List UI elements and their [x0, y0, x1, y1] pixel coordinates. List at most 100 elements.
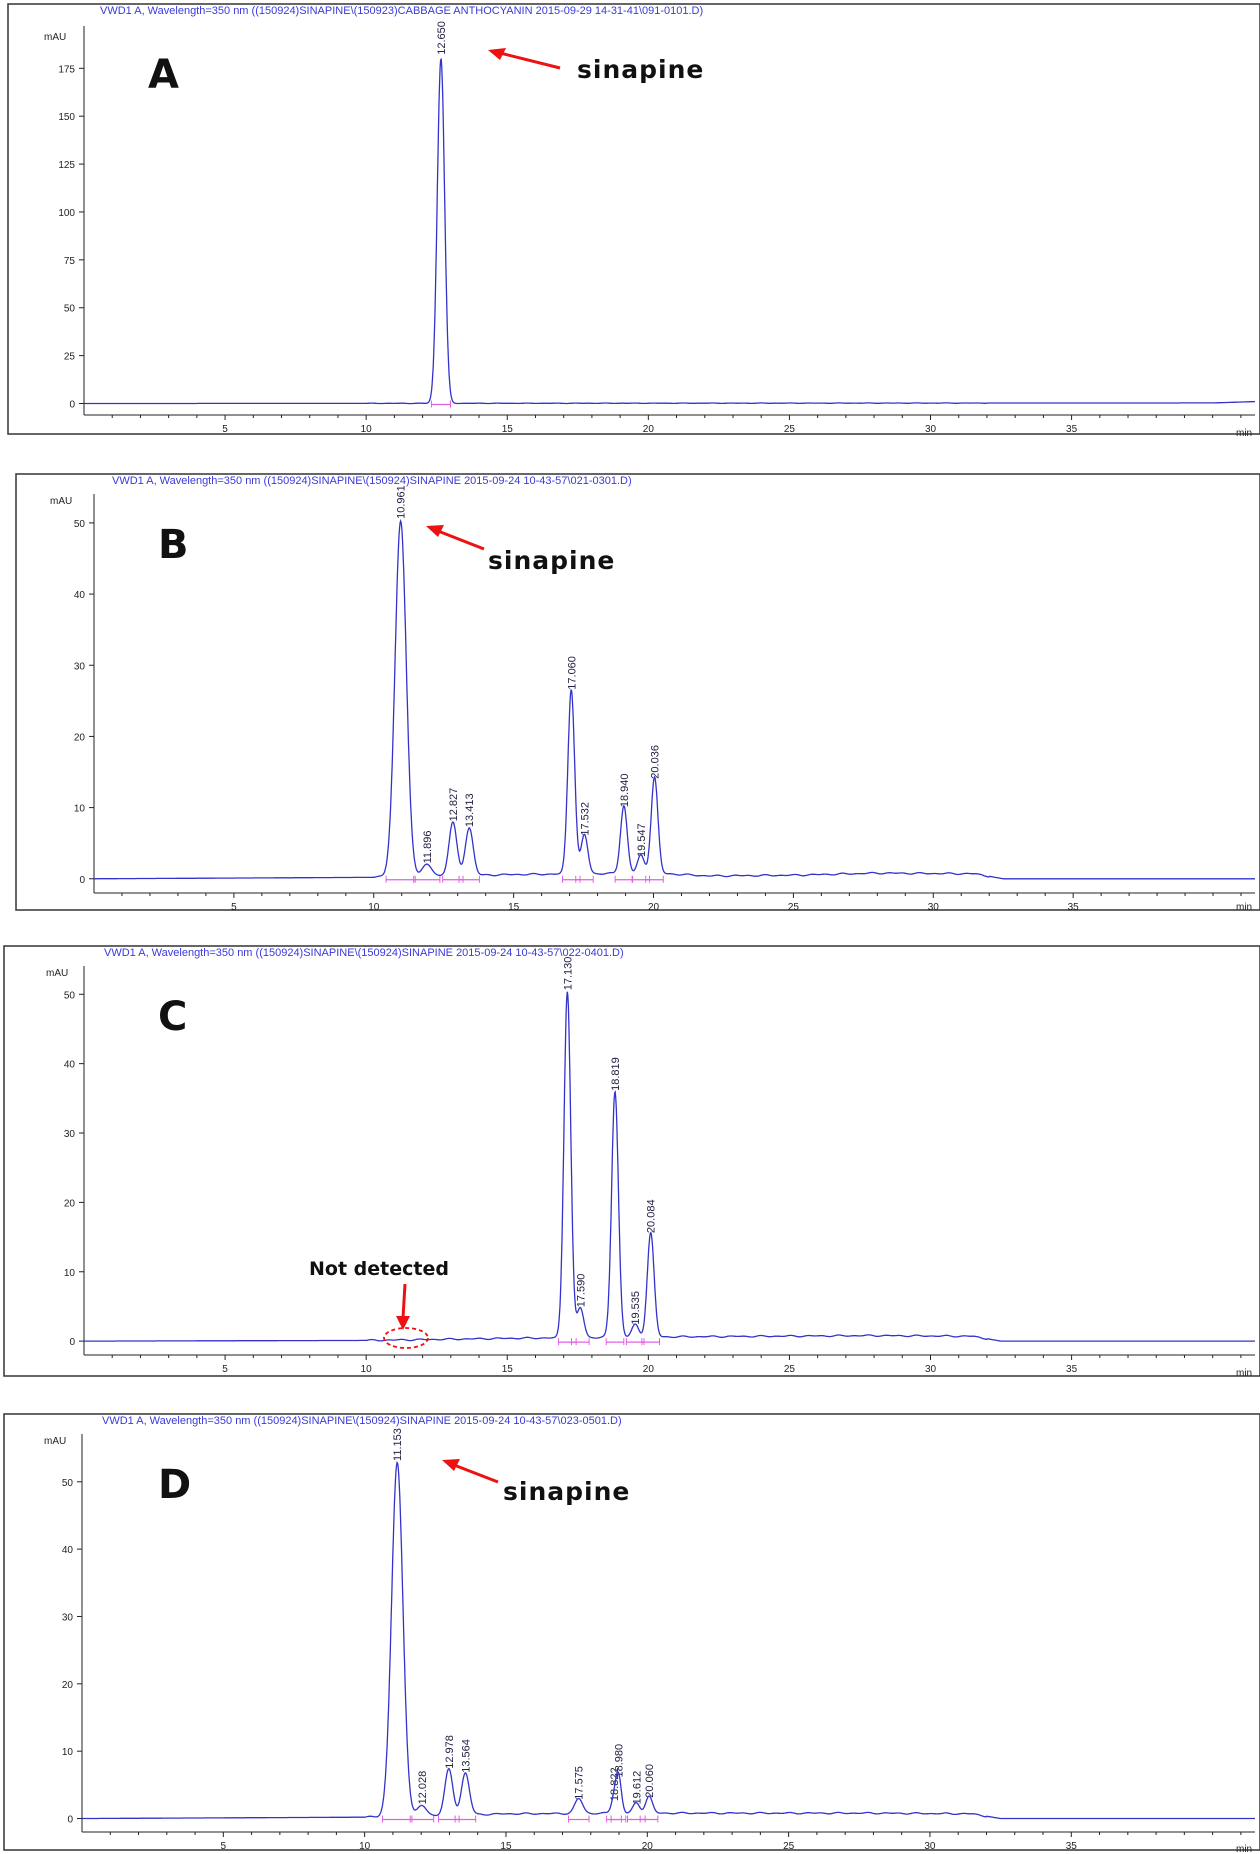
panel-letter: C: [158, 994, 187, 1040]
arrow-head: [488, 48, 506, 60]
chromatogram-b-plot: VWD1 A, Wavelength=350 nm ((150924)SINAP…: [15, 473, 1260, 913]
peak-rt-label: 17.060: [566, 656, 578, 690]
x-tick-label: 35: [1066, 1364, 1078, 1375]
peak-rt-label: 12.028: [417, 1771, 429, 1805]
x-tick-label: 25: [783, 1841, 795, 1852]
axes-group: 0 10 20 30 40 50 5 10 15 20 25 30 35: [64, 966, 1255, 1375]
x-tick-label: 35: [1068, 902, 1080, 913]
y-tick-label: 10: [62, 1747, 74, 1758]
peak-label-group: 17.130 17.590 18.819 19.535 20.084: [562, 957, 657, 1325]
not-detected-circle: [383, 1327, 429, 1349]
peak-rt-label: 18.819: [610, 1057, 622, 1091]
peak-rt-label: 12.827: [448, 788, 460, 822]
arrow-head: [442, 1459, 460, 1471]
y-tick-label: 30: [74, 661, 86, 672]
y-tick-label: 0: [79, 875, 85, 886]
arrow-shaft: [401, 1283, 407, 1319]
chromatogram-a-plot: VWD1 A, Wavelength=350 nm ((150924)SINAP…: [7, 3, 1260, 439]
y-tick-label: 0: [69, 1337, 75, 1348]
y-tick-label: 10: [74, 804, 86, 815]
chromatogram-header: VWD1 A, Wavelength=350 nm ((150924)SINAP…: [100, 5, 703, 17]
x-tick-label: 10: [368, 902, 380, 913]
sinapine-label: sinapine: [503, 1477, 630, 1506]
x-tick-label: 5: [222, 424, 228, 435]
chromatogram-panel-b: VWD1 A, Wavelength=350 nm ((150924)SINAP…: [0, 468, 1260, 918]
panel-letter: B: [158, 522, 189, 568]
chromatogram-d-plot: VWD1 A, Wavelength=350 nm ((150924)SINAP…: [3, 1413, 1260, 1854]
chromatogram-panel-c: VWD1 A, Wavelength=350 nm ((150924)SINAP…: [0, 940, 1260, 1380]
x-tick-label: 10: [361, 424, 373, 435]
peak-rt-label: 19.547: [636, 823, 648, 857]
chromatogram-trace: [94, 518, 1255, 880]
y-tick-label: 20: [74, 732, 86, 743]
sinapine-annotation: sinapine: [442, 1459, 630, 1506]
y-tick-label: 20: [62, 1680, 74, 1691]
peak-rt-label: 11.896: [422, 831, 434, 864]
x-tick-label: 15: [508, 902, 520, 913]
y-tick-label: 50: [64, 990, 76, 1001]
axes-group: 0 10 20 30 40 50 5 10 15 20 25 30 35: [74, 494, 1255, 913]
y-tick-label: 125: [58, 160, 75, 171]
chromatogram-header: VWD1 A, Wavelength=350 nm ((150924)SINAP…: [112, 475, 632, 487]
not-detected-label: Not detected: [309, 1258, 449, 1280]
chromatogram-header: VWD1 A, Wavelength=350 nm ((150924)SINAP…: [104, 947, 624, 959]
y-tick-label: 50: [64, 304, 76, 315]
x-tick-label: 10: [359, 1841, 371, 1852]
peak-rt-label: 20.084: [646, 1199, 658, 1233]
peak-rt-label: 19.535: [630, 1291, 642, 1325]
peak-rt-label: 19.612: [631, 1771, 643, 1805]
x-tick-label: 20: [642, 1841, 654, 1852]
x-tick-label: 5: [221, 1841, 227, 1852]
x-tick-label: 25: [788, 902, 800, 913]
y-tick-label: 40: [64, 1060, 76, 1071]
x-tick-label: 35: [1066, 1841, 1078, 1852]
panel-frame: [3, 945, 1260, 1377]
y-tick-label: 100: [58, 208, 75, 219]
y-tick-label: 40: [74, 590, 86, 601]
y-tick-label: 40: [62, 1545, 74, 1556]
peak-rt-label: 17.575: [574, 1766, 586, 1800]
arrow-shaft: [499, 51, 561, 70]
peak-rt-label: 18.940: [619, 773, 631, 807]
x-tick-label: 15: [502, 424, 514, 435]
y-axis-unit: mAU: [50, 496, 72, 507]
arrow-head: [426, 525, 444, 537]
y-tick-label: 50: [74, 519, 86, 530]
x-tick-label: 5: [222, 1364, 228, 1375]
arrow-head: [396, 1316, 410, 1330]
x-axis-unit: min: [1236, 902, 1252, 913]
y-tick-label: 150: [58, 112, 75, 123]
x-axis-unit: min: [1236, 1368, 1252, 1379]
x-tick-label: 30: [924, 1841, 936, 1852]
x-tick-label: 15: [500, 1841, 512, 1852]
sinapine-label: sinapine: [488, 546, 615, 575]
y-tick-label: 20: [64, 1198, 76, 1209]
x-axis-unit: min: [1236, 428, 1252, 439]
x-tick-label: 20: [648, 902, 660, 913]
y-axis-unit: mAU: [44, 32, 66, 43]
chromatogram-panel-a: VWD1 A, Wavelength=350 nm ((150924)SINAP…: [0, 0, 1260, 440]
arrow-shaft: [453, 1463, 499, 1484]
not-detected-annotation: Not detected: [309, 1258, 449, 1349]
sinapine-annotation: sinapine: [488, 48, 703, 84]
x-tick-label: 5: [231, 902, 237, 913]
y-axis-unit: mAU: [44, 1436, 66, 1447]
peak-rt-label: 11.153: [392, 1428, 404, 1461]
peak-rt-label: 10.961: [396, 485, 408, 519]
chromatogram-trace: [84, 57, 1255, 405]
x-tick-label: 15: [502, 1364, 514, 1375]
chromatogram-c-plot: VWD1 A, Wavelength=350 nm ((150924)SINAP…: [3, 945, 1260, 1379]
panel-frame: [15, 473, 1260, 911]
y-axis-unit: mAU: [46, 968, 68, 979]
x-tick-label: 20: [643, 1364, 655, 1375]
peak-rt-label: 13.413: [464, 793, 476, 827]
x-tick-label: 30: [925, 1364, 937, 1375]
chromatogram-header: VWD1 A, Wavelength=350 nm ((150924)SINAP…: [102, 1415, 622, 1427]
peak-rt-label: 17.590: [575, 1274, 587, 1308]
x-tick-label: 10: [361, 1364, 373, 1375]
y-tick-label: 75: [64, 256, 76, 267]
y-tick-label: 30: [62, 1612, 74, 1623]
peak-rt-label: 20.060: [644, 1764, 656, 1798]
x-tick-label: 35: [1066, 424, 1078, 435]
